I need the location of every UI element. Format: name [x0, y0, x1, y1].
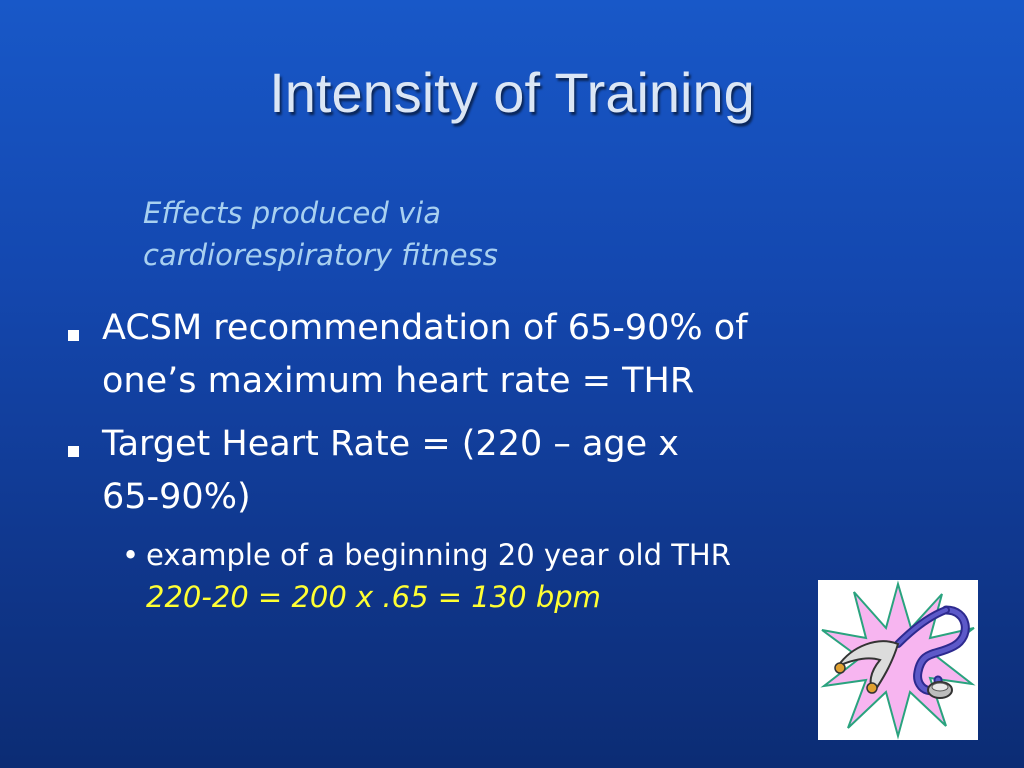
bullet-acsm: ACSM recommendation of 65-90% of one’s m… [62, 302, 982, 408]
bullet-thr: Target Heart Rate = (220 – age x 65-90%) [62, 418, 982, 524]
bullet-acsm-line-2: one’s maximum heart rate = THR [102, 361, 695, 401]
bullet-list: ACSM recommendation of 65-90% of one’s m… [62, 302, 982, 618]
round-bullet-icon: • [122, 538, 140, 572]
sub-bullet-example: • example of a beginning 20 year old THR… [122, 534, 982, 618]
square-bullet-icon [68, 330, 79, 341]
bullet-thr-line-1: Target Heart Rate = (220 – age x [102, 424, 680, 464]
thr-formula: 220-20 = 200 x .65 = 130 bpm [146, 580, 601, 614]
bullet-thr-line-2: 65-90%) [102, 477, 251, 517]
square-bullet-icon [68, 446, 79, 457]
subtitle-line-2: cardiorespiratory fitness [143, 238, 498, 272]
bullet-acsm-line-1: ACSM recommendation of 65-90% of [102, 308, 748, 348]
stethoscope-clipart [818, 580, 978, 740]
slide-subtitle: Effects produced via cardiorespiratory f… [143, 192, 663, 276]
stethoscope-ear-tubes [835, 640, 900, 694]
stethoscope-icon [820, 580, 976, 740]
subtitle-line-1: Effects produced via [143, 196, 442, 230]
slide-title: Intensity of Training [269, 61, 755, 124]
example-text: example of a beginning 20 year old THR [146, 538, 731, 572]
